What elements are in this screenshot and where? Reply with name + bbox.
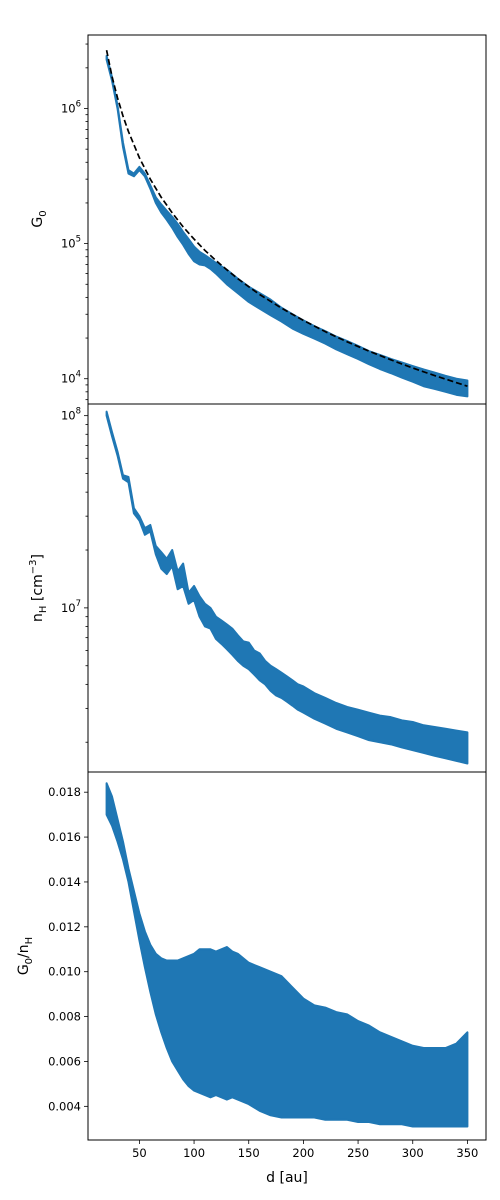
y-tick-label-ratio: 0.018 — [48, 785, 81, 799]
y-axis-label-nh: nH [cm−3] — [28, 554, 49, 622]
x-tick-label: 300 — [402, 1146, 424, 1160]
y-tick-label-nh: 108 — [61, 407, 81, 423]
y-tick-label-ratio: 0.004 — [48, 1099, 81, 1113]
y-tick-label-ratio: 0.006 — [48, 1054, 81, 1068]
x-tick-label: 200 — [292, 1146, 314, 1160]
y-tick-base-g0: 10 — [61, 102, 76, 116]
y-tick-base-g0: 10 — [61, 237, 76, 251]
y-ticks-ratio: 0.004 0.006 0.008 0.010 0.012 0.014 0.016 0.018 — [48, 785, 88, 1113]
y-tick-label-nh: 107 — [61, 599, 81, 615]
band-g0-0 — [105, 54, 469, 398]
y-tick-exp-g0: 5 — [76, 235, 81, 245]
x-tick-label: 350 — [456, 1146, 478, 1160]
y-axis-label-ratio: G0/nH — [16, 937, 35, 975]
plot-area-g0 — [105, 50, 469, 398]
y-tick-exp-g0: 4 — [76, 370, 81, 380]
y-tick-label-g0: 104 — [61, 370, 81, 386]
y-tick-base-g0: 10 — [61, 372, 76, 386]
x-axis-label: d [au] — [266, 1170, 308, 1186]
x-tick-label: 50 — [132, 1146, 147, 1160]
y-tick-label-ratio: 0.014 — [48, 875, 81, 889]
y-tick-label-g0: 106 — [61, 100, 81, 116]
plot-area-ratio — [105, 782, 469, 1128]
y-tick-label-ratio: 0.016 — [48, 830, 81, 844]
y-tick-label-ratio: 0.008 — [48, 1010, 81, 1024]
plot-area-nh — [105, 410, 469, 765]
y-tick-label-g0: 105 — [61, 235, 81, 251]
x-tick-label: 150 — [238, 1146, 260, 1160]
y-tick-exp-g0: 6 — [76, 100, 81, 110]
y-tick-label-ratio: 0.012 — [48, 920, 81, 934]
y-tick-label-ratio: 0.010 — [48, 965, 81, 979]
y-tick-base-nh: 10 — [61, 409, 76, 423]
y-tick-exp-nh: 8 — [76, 407, 81, 417]
x-tick-label: 250 — [347, 1146, 369, 1160]
x-ticks-ratio: 50 100 150 200 250 300 350 — [132, 1140, 478, 1160]
y-axis-label-g0: G0 — [30, 210, 49, 227]
axes-frame-ratio — [87, 771, 487, 1141]
dashed-line-g0-1 — [105, 50, 468, 388]
band-ratio-0 — [105, 782, 469, 1128]
panel-ratio: G0/nH d [au] 0.0040.0060.0080.0100.0120.… — [16, 771, 487, 1186]
y-tick-exp-nh: 7 — [76, 599, 81, 609]
band-nh-0 — [105, 410, 469, 765]
y-tick-base-nh: 10 — [61, 601, 76, 615]
x-tick-label: 100 — [183, 1146, 205, 1160]
